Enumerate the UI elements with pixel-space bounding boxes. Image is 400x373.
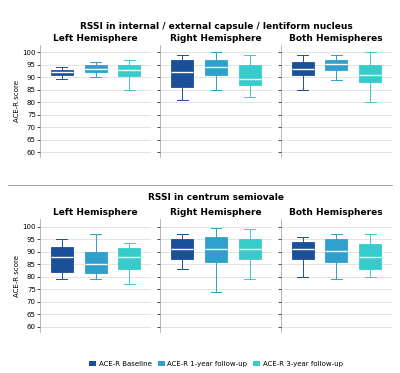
PathPatch shape bbox=[292, 242, 314, 259]
PathPatch shape bbox=[171, 239, 193, 259]
Title: Right Hemisphere: Right Hemisphere bbox=[170, 208, 262, 217]
PathPatch shape bbox=[292, 62, 314, 75]
PathPatch shape bbox=[239, 239, 261, 259]
PathPatch shape bbox=[118, 248, 140, 269]
Text: RSSI in centrum semiovale: RSSI in centrum semiovale bbox=[148, 193, 284, 202]
Y-axis label: ACE-R score: ACE-R score bbox=[14, 255, 20, 297]
PathPatch shape bbox=[51, 247, 73, 272]
PathPatch shape bbox=[359, 244, 381, 269]
PathPatch shape bbox=[51, 70, 73, 75]
PathPatch shape bbox=[325, 60, 347, 70]
PathPatch shape bbox=[171, 60, 193, 87]
PathPatch shape bbox=[85, 65, 107, 72]
Title: Both Hemispheres: Both Hemispheres bbox=[290, 34, 383, 43]
PathPatch shape bbox=[239, 65, 261, 85]
PathPatch shape bbox=[205, 237, 227, 262]
PathPatch shape bbox=[118, 65, 140, 76]
Title: Left Hemisphere: Left Hemisphere bbox=[53, 208, 138, 217]
Title: Right Hemisphere: Right Hemisphere bbox=[170, 34, 262, 43]
Legend: ACE-R Baseline, ACE-R 1-year follow-up, ACE-R 3-year follow-up: ACE-R Baseline, ACE-R 1-year follow-up, … bbox=[87, 358, 345, 370]
PathPatch shape bbox=[205, 60, 227, 75]
Text: RSSI in internal / external capsule / lentiform nucleus: RSSI in internal / external capsule / le… bbox=[80, 22, 352, 31]
PathPatch shape bbox=[359, 65, 381, 82]
Y-axis label: ACE-R score: ACE-R score bbox=[14, 80, 20, 122]
PathPatch shape bbox=[85, 252, 107, 273]
PathPatch shape bbox=[325, 239, 347, 262]
Title: Left Hemisphere: Left Hemisphere bbox=[53, 34, 138, 43]
Title: Both Hemispheres: Both Hemispheres bbox=[290, 208, 383, 217]
